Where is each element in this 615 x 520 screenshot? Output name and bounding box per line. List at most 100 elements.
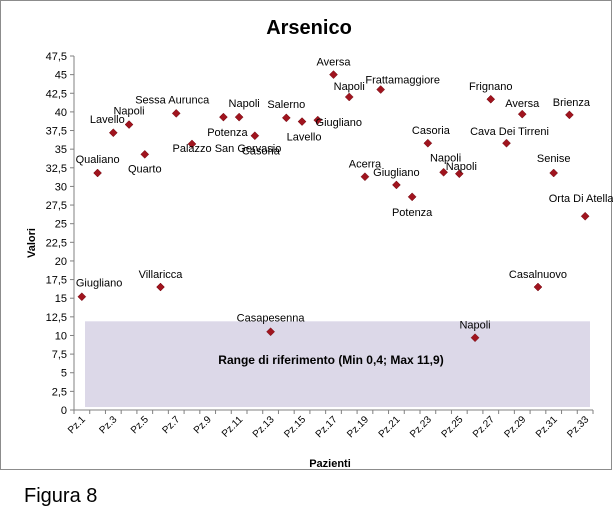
data-label: Villaricca <box>139 269 184 281</box>
data-label: Napoli <box>430 152 461 164</box>
x-tick-label: Pz.23 <box>408 414 434 440</box>
data-label: Salerno <box>267 99 305 111</box>
data-label: Casoria <box>412 125 451 137</box>
data-point <box>313 115 323 125</box>
x-tick-label: Pz.13 <box>251 414 277 440</box>
data-label: Senise <box>537 153 571 165</box>
data-label: Lavello <box>287 132 322 144</box>
y-tick-label: 30 <box>55 181 67 193</box>
data-point <box>124 120 134 129</box>
data-label: Napoli <box>459 320 490 332</box>
data-label: Napoli <box>113 106 144 118</box>
x-tick-label: Pz.1 <box>66 414 88 436</box>
data-point <box>171 109 181 118</box>
y-tick-label: 37,5 <box>46 126 67 138</box>
y-tick-label: 17,5 <box>46 275 67 287</box>
y-tick-label: 22,5 <box>46 237 67 249</box>
x-tick-label: Pz.7 <box>160 414 182 436</box>
data-label: Napoli <box>446 161 477 173</box>
data-point <box>407 192 417 202</box>
data-point <box>470 333 480 343</box>
y-tick-label: 42,5 <box>46 88 67 100</box>
x-tick-label: Pz.9 <box>192 414 214 436</box>
data-point <box>108 128 118 138</box>
data-point <box>502 138 511 148</box>
data-label: Potenza <box>392 207 433 219</box>
data-point <box>187 139 197 149</box>
x-axis-label: Pazienti <box>309 458 351 470</box>
y-tick-label: 2,5 <box>52 386 67 398</box>
y-tick-label: 12,5 <box>46 312 67 324</box>
data-label: Frignano <box>469 81 512 93</box>
data-label: Napoli <box>334 81 365 93</box>
data-label: Brienza <box>553 97 591 109</box>
data-label: Palazzo San Gervasio <box>173 143 282 155</box>
data-point <box>297 117 307 126</box>
data-label: Sessa Aurunca <box>135 94 210 106</box>
x-tick-label: Pz.33 <box>565 414 591 440</box>
data-point <box>549 168 559 178</box>
data-label: Lavello <box>90 114 125 126</box>
reference-range-band <box>85 321 590 408</box>
y-axis-label: Valori <box>26 228 38 258</box>
y-tick-label: 47,5 <box>46 51 67 63</box>
data-label: Cava Dei Tirreni <box>470 126 549 138</box>
y-tick-label: 20 <box>55 256 67 268</box>
data-point <box>219 112 228 122</box>
data-point <box>486 94 496 104</box>
y-tick-label: 32,5 <box>46 163 67 175</box>
data-point <box>344 92 354 102</box>
data-point <box>77 292 87 302</box>
data-point <box>234 112 244 122</box>
data-point <box>360 172 370 182</box>
data-label: Giugliano <box>316 117 362 129</box>
y-tick-label: 7,5 <box>52 349 67 361</box>
data-point <box>454 169 464 179</box>
x-tick-label: Pz.19 <box>345 414 371 440</box>
data-label: Orta Di Atella <box>549 193 613 205</box>
x-tick-label: Pz.11 <box>220 414 246 440</box>
data-label: Quarto <box>128 163 162 175</box>
data-label: Casapesenna <box>237 313 306 325</box>
y-tick-label: 40 <box>55 107 67 119</box>
data-label: Acerra <box>349 159 382 171</box>
x-tick-label: Pz.31 <box>534 414 560 440</box>
chart-title: Arsenico <box>266 17 352 39</box>
scatter-chart: Range di riferimento (Min 0,4; Max 11,9)… <box>26 17 613 470</box>
data-label: Aversa <box>316 57 351 69</box>
x-tick-label: Pz.3 <box>98 414 120 436</box>
y-tick-label: 0 <box>61 405 67 417</box>
data-label: Casalnuovo <box>509 269 567 281</box>
data-point <box>93 168 102 178</box>
data-point <box>266 327 275 337</box>
x-tick-label: Pz.15 <box>282 414 308 440</box>
reference-range-label: Range di riferimento (Min 0,4; Max 11,9) <box>218 353 443 367</box>
data-point <box>250 131 260 141</box>
y-tick-label: 27,5 <box>46 200 67 212</box>
data-point <box>565 110 574 120</box>
data-point <box>423 138 433 148</box>
data-label: Potenza <box>207 127 248 139</box>
figure-caption: Figura 8 <box>24 485 98 507</box>
data-point <box>580 211 590 221</box>
data-point <box>156 282 165 292</box>
data-point <box>439 167 448 177</box>
x-tick-label: Pz.5 <box>129 414 151 436</box>
y-tick-label: 5 <box>61 368 67 380</box>
data-point <box>376 85 386 94</box>
y-tick-label: 15 <box>55 293 67 305</box>
data-label: Qualiano <box>76 154 120 166</box>
data-point <box>533 282 543 292</box>
x-tick-label: Pz.29 <box>502 414 528 440</box>
x-tick-label: Pz.25 <box>440 414 466 440</box>
data-label: Napoli <box>229 98 260 110</box>
x-tick-label: Pz.27 <box>471 414 497 440</box>
data-point <box>281 113 291 123</box>
data-point <box>140 150 150 159</box>
data-label: Casoria <box>242 146 281 158</box>
data-label: Frattamaggiore <box>365 75 440 87</box>
y-tick-label: 10 <box>55 330 67 342</box>
data-point <box>329 70 338 79</box>
data-label: Aversa <box>505 98 540 110</box>
data-point <box>517 109 527 119</box>
